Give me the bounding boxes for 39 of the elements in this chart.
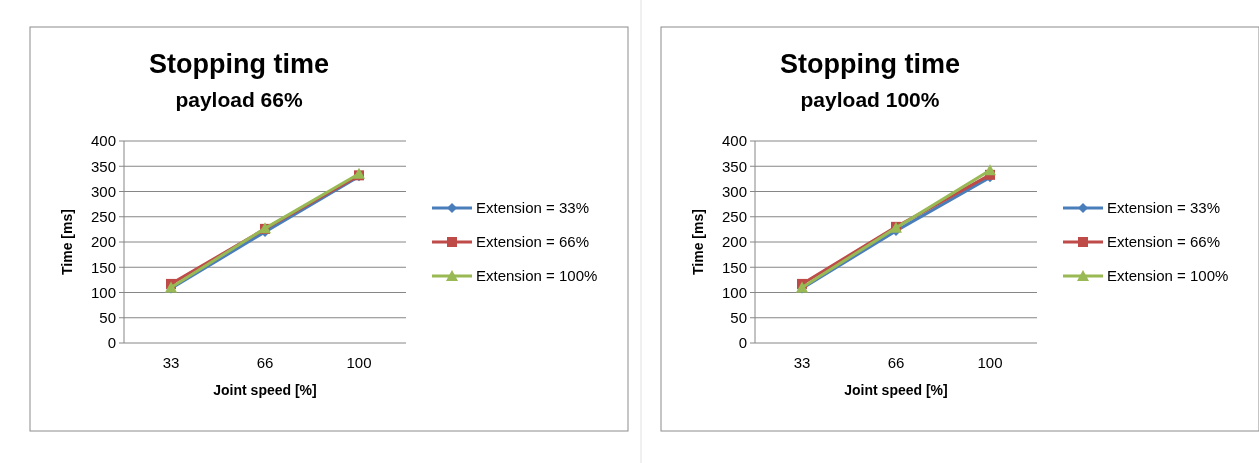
x-tick-label: 66	[887, 354, 905, 371]
y-tick-label: 400	[90, 132, 116, 150]
legend-label: Extension = 100%	[476, 267, 598, 285]
y-tick-label: 50	[99, 309, 116, 326]
y-tick-label: 350	[90, 157, 116, 175]
y-tick-label: 100	[90, 283, 116, 301]
x-tick-label: 33	[793, 354, 811, 371]
x-tick-label: 100	[977, 354, 1003, 371]
chart-subtitle: payload 100%	[800, 88, 940, 111]
y-tick-label: 150	[90, 258, 116, 276]
y-tick-label: 100	[721, 283, 747, 301]
y-tick-label: 400	[721, 132, 747, 150]
y-tick-label: 0	[738, 334, 747, 352]
y-tick-label: 250	[721, 208, 747, 225]
chart-title: Stopping time	[149, 49, 329, 79]
x-axis-title: Joint speed [%]	[213, 382, 317, 398]
x-tick-label: 66	[256, 354, 274, 371]
chart-title: Stopping time	[780, 49, 960, 79]
legend-label: Extension = 33%	[476, 199, 589, 217]
y-tick-label: 350	[721, 157, 747, 175]
y-axis-title: Time [ms]	[59, 209, 75, 275]
x-tick-label: 33	[162, 354, 180, 371]
legend-label: Extension = 100%	[1107, 267, 1229, 285]
x-axis-title: Joint speed [%]	[844, 382, 948, 398]
y-tick-label: 200	[721, 233, 747, 251]
point	[984, 164, 996, 176]
y-tick-label: 300	[721, 182, 747, 200]
y-tick-label: 200	[90, 233, 116, 251]
x-tick-label: 100	[346, 354, 372, 371]
y-tick-label: 300	[90, 182, 116, 200]
legend-label: Extension = 66%	[476, 233, 589, 251]
chart-subtitle: payload 66%	[175, 88, 303, 111]
legend-label: Extension = 33%	[1107, 199, 1220, 217]
y-tick-label: 150	[721, 258, 747, 276]
y-tick-label: 50	[730, 309, 747, 326]
legend-label: Extension = 66%	[1107, 233, 1220, 251]
y-tick-label: 0	[107, 334, 116, 352]
y-axis-title: Time [ms]	[690, 209, 706, 275]
y-tick-label: 250	[90, 208, 116, 225]
